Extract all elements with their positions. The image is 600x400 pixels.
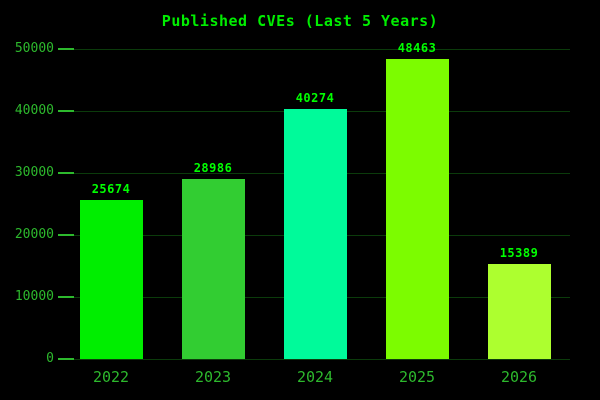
bar-value-label: 25674 (91, 181, 131, 196)
x-axis-tick-label: 2026 (500, 368, 538, 386)
x-axis-tick-label: 2025 (398, 368, 436, 386)
y-axis-tick-label: 20000 (14, 227, 54, 242)
bar-2025 (385, 58, 449, 359)
bar-value-label: 28986 (193, 161, 233, 176)
y-axis-tick-label: 0 (46, 351, 54, 366)
y-gridline (60, 358, 570, 360)
bar-2026 (487, 263, 551, 359)
y-axis-tick-label: 30000 (14, 165, 54, 180)
bar-value-label: 48463 (397, 40, 437, 55)
y-gridline (60, 48, 570, 50)
bar-2023 (181, 179, 245, 359)
bar-value-label: 40274 (295, 91, 335, 106)
bar-2022 (79, 199, 143, 359)
y-tick-mark (58, 296, 74, 298)
x-axis-tick-label: 2023 (194, 368, 232, 386)
bar-2024 (283, 109, 347, 359)
y-axis-tick-label: 40000 (14, 103, 54, 118)
y-axis-tick-label: 10000 (14, 289, 54, 304)
y-tick-mark (58, 358, 74, 360)
y-tick-mark (58, 172, 74, 174)
x-axis-tick-label: 2022 (92, 368, 130, 386)
y-axis-tick-label: 50000 (14, 41, 54, 56)
bar-value-label: 15389 (499, 245, 539, 260)
y-tick-mark (58, 110, 74, 112)
y-tick-mark (58, 234, 74, 236)
chart-title: Published CVEs (Last 5 Years) (161, 12, 439, 30)
x-axis-tick-label: 2024 (296, 368, 334, 386)
y-tick-mark (58, 48, 74, 50)
